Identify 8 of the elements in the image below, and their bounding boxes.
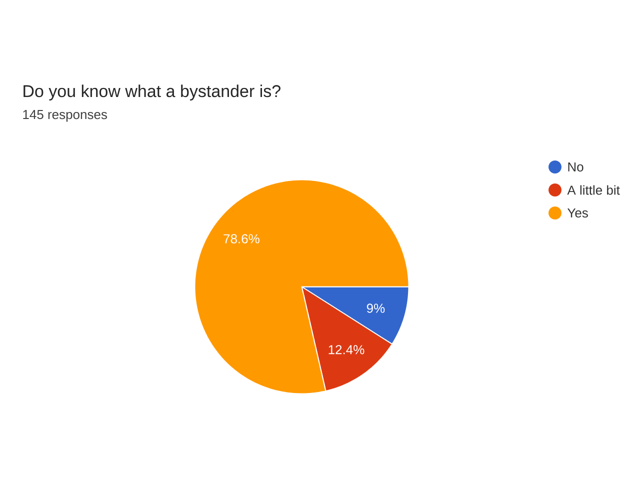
data-label: 12.4%	[328, 345, 364, 354]
legend-label: Yes	[567, 208, 588, 218]
legend-label: No	[568, 162, 584, 172]
legend-label: A little bit	[567, 185, 620, 195]
chart-title: Do you know what a bystander is?	[24, 84, 280, 101]
text: 145 responses	[23, 110, 107, 122]
data-label: 78.6%	[224, 234, 260, 244]
data-label: 9%	[366, 304, 385, 313]
